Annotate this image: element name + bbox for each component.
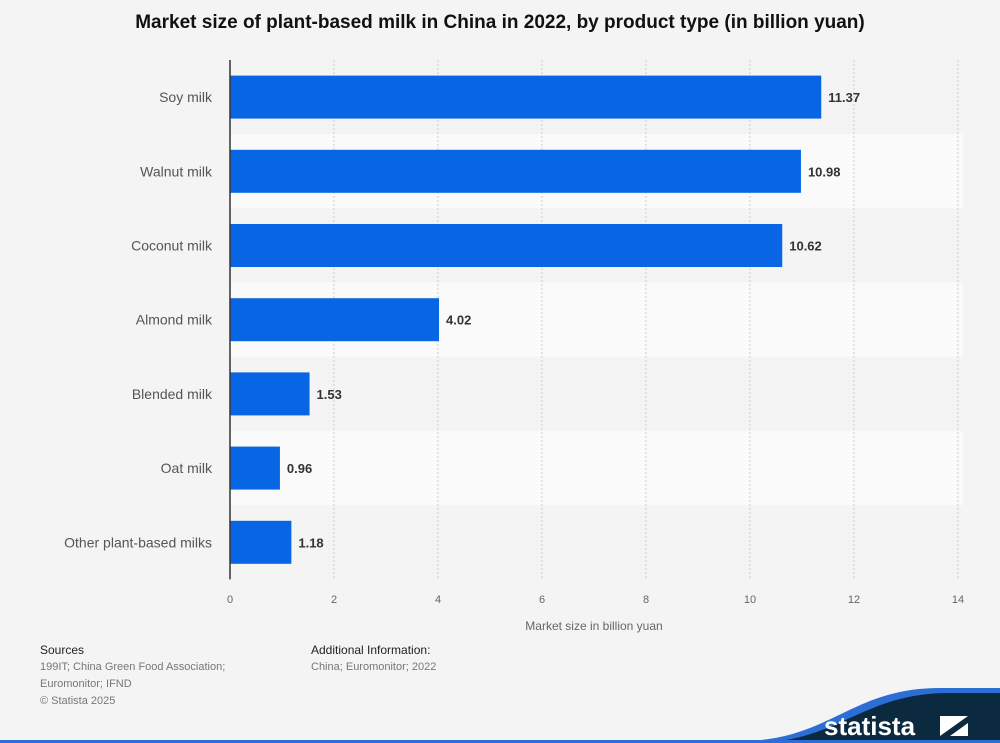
additional-info-heading: Additional Information: (311, 643, 431, 657)
x-tick-label: 0 (227, 594, 233, 606)
bar (230, 520, 292, 564)
sources-line: 199IT; China Green Food Association; (40, 661, 226, 673)
sources-line: Euromonitor; IFND (40, 678, 132, 690)
sources-block: Sources 199IT; China Green Food Associat… (40, 642, 225, 710)
bar (230, 372, 310, 416)
data-label: 1.18 (298, 535, 323, 550)
statista-logo[interactable]: statista (740, 683, 1000, 743)
x-tick-label: 2 (331, 594, 337, 606)
category-label: Coconut milk (131, 238, 213, 254)
additional-info-text: China; Euromonitor; 2022 (311, 661, 437, 673)
category-label: Almond milk (136, 312, 213, 328)
bar (230, 298, 440, 342)
category-label: Oat milk (161, 460, 213, 476)
bar (230, 224, 783, 267)
data-label: 10.98 (808, 164, 841, 179)
x-tick-label: 12 (848, 594, 860, 606)
category-label: Blended milk (132, 386, 213, 402)
bottom-accent-line (0, 740, 1000, 743)
data-label: 1.53 (317, 387, 342, 402)
row-band (230, 431, 963, 506)
data-label: 11.37 (828, 90, 860, 105)
x-tick-label: 10 (744, 594, 756, 606)
data-label: 10.62 (789, 239, 822, 254)
data-label: 4.02 (446, 313, 471, 328)
bar (230, 446, 280, 490)
x-tick-label: 14 (952, 594, 964, 606)
bar-chart: 0 2 4 6 8 10 12 14 Soy milk 11.37 Walnut milk 10.98… (64, 60, 964, 633)
data-label: 0.96 (287, 461, 312, 476)
logo-text: statista (824, 711, 916, 741)
x-tick-label: 6 (539, 594, 545, 606)
bar (230, 75, 822, 119)
x-tick-label: 4 (435, 594, 441, 606)
additional-info-block: Additional Information: China; Euromonit… (311, 642, 436, 676)
category-label: Other plant-based milks (64, 534, 212, 550)
bar (230, 149, 801, 193)
x-axis-label: Market size in billion yuan (525, 619, 662, 633)
copyright: © Statista 2025 (40, 695, 116, 707)
x-tick-label: 8 (643, 594, 649, 606)
category-label: Walnut milk (140, 163, 213, 179)
category-label: Soy milk (159, 89, 213, 105)
chart-title: Market size of plant-based milk in China… (135, 12, 865, 33)
sources-heading: Sources (40, 643, 85, 657)
